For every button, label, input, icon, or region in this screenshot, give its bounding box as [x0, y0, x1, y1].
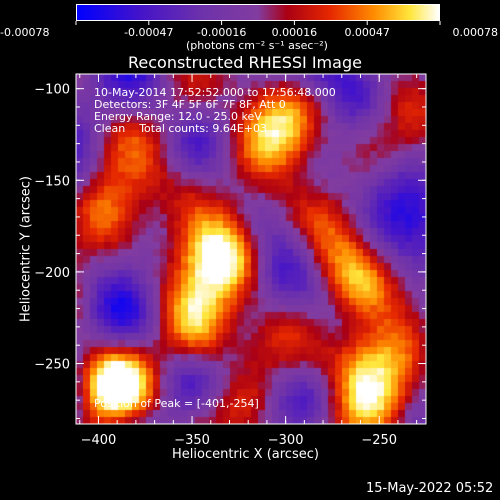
heatmap-image [76, 74, 426, 424]
y-axis-label: Heliocentric Y (arcsec) [18, 176, 34, 322]
y-tick-label: −100 [34, 83, 70, 98]
colorbar-ticks: -0.00078 -0.00047 -0.00016 0.00016 0.00047 0.… [0, 21, 499, 39]
colorbar [76, 4, 440, 21]
colorbar-unit-label: (photons cm⁻² s⁻¹ asec⁻²) [186, 39, 328, 52]
colorbar-tick-label: -0.00078 [0, 26, 49, 39]
plot-frame [75, 73, 427, 425]
y-tick-label: −200 [34, 266, 70, 281]
colorbar-tick-label: 0.00078 [453, 26, 499, 39]
colorbar-tick-label: -0.00047 [124, 26, 173, 39]
footer-timestamp: 15-May-2022 05:52 [366, 481, 494, 496]
x-tick-label: −400 [81, 433, 117, 448]
annotation-time-range: 10-May-2014 17:52:52.000 to 17:56:48.000 [94, 86, 336, 99]
x-tick-label: −350 [174, 433, 210, 448]
x-tick-label: −300 [268, 433, 304, 448]
annotation-detectors: Detectors: 3F 4F 5F 6F 7F 8F, Att 0 [94, 98, 286, 111]
colorbar-tick-label: 0.00016 [272, 26, 318, 39]
x-tick-label: −250 [361, 433, 397, 448]
y-tick-label: −150 [34, 174, 70, 189]
colorbar-tick-label: 0.00047 [344, 26, 390, 39]
chart-title: Reconstructed RHESSI Image [128, 53, 362, 72]
peak-position-label: Position of Peak = [-401,-254] [94, 397, 259, 410]
annotation-energy-range: Energy Range: 12.0 - 25.0 keV [94, 110, 262, 123]
colorbar-tick-label: -0.00016 [197, 26, 246, 39]
annotation-clean-counts: Clean Total counts: 9.64E+03 [94, 122, 268, 135]
x-axis-label: Heliocentric X (arcsec) [172, 447, 319, 462]
y-tick-label: −250 [34, 358, 70, 373]
